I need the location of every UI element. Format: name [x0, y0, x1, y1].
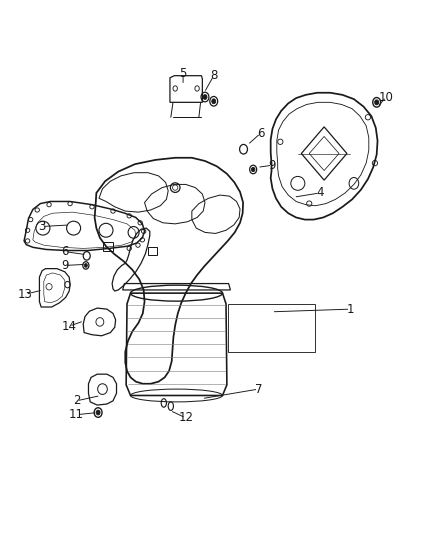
Ellipse shape — [374, 100, 378, 104]
Text: 9: 9 — [61, 259, 69, 272]
Ellipse shape — [203, 95, 207, 100]
Ellipse shape — [251, 167, 255, 172]
Text: 8: 8 — [210, 69, 217, 82]
Text: 2: 2 — [73, 394, 81, 407]
Text: 3: 3 — [38, 220, 45, 233]
Text: 7: 7 — [254, 383, 262, 395]
Ellipse shape — [212, 99, 216, 103]
Text: 1: 1 — [346, 303, 354, 316]
Text: 5: 5 — [180, 67, 187, 80]
Text: 14: 14 — [62, 320, 77, 333]
Text: 4: 4 — [316, 187, 324, 199]
Text: 9: 9 — [268, 159, 276, 172]
Ellipse shape — [96, 410, 100, 415]
Text: 6: 6 — [61, 245, 69, 258]
Text: 11: 11 — [69, 408, 84, 421]
Text: 13: 13 — [18, 288, 33, 301]
Text: 12: 12 — [178, 411, 193, 424]
Text: 10: 10 — [379, 91, 394, 103]
Ellipse shape — [84, 264, 87, 268]
Text: 6: 6 — [257, 127, 265, 140]
